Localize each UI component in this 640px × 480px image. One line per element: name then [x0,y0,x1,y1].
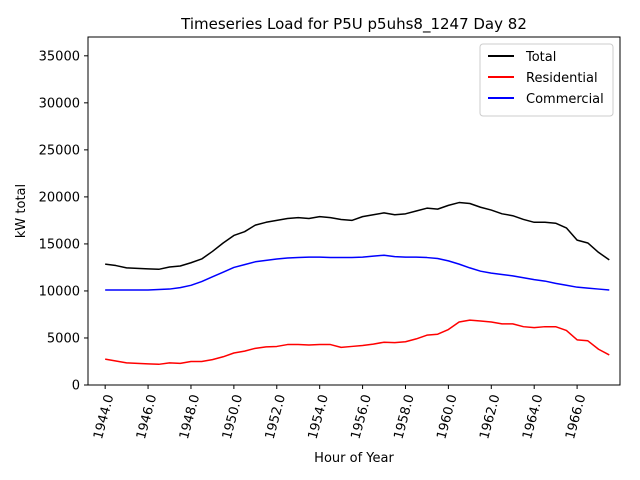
legend: Total Residential Commercial [479,43,614,117]
legend-label-residential: Residential [526,71,598,86]
y-tick-label: 20000 [39,190,80,205]
plot-frame [87,36,621,386]
legend-label-total: Total [525,50,556,65]
y-tick-label: 5000 [47,331,80,346]
y-tick-label: 0 [72,379,80,394]
y-axis-label: kW total [14,184,29,238]
y-axis: 0 5000 10000 15000 20000 25000 30000 35000 [39,49,88,394]
y-tick-label: 35000 [39,49,80,64]
series-line-commercial [105,254,610,291]
x-axis-label: Hour of Year [314,451,394,466]
plot-area [87,36,621,386]
y-tick-label: 30000 [39,96,80,111]
series-line-total [105,201,610,271]
y-tick-label: 15000 [39,237,80,252]
legend-label-commercial: Commercial [526,92,604,107]
y-tick-label: 25000 [39,143,80,158]
chart-title: Timeseries Load for P5U p5uhs8_1247 Day … [180,15,527,34]
y-tick-label: 10000 [39,284,80,299]
series-line-residential [105,319,610,366]
